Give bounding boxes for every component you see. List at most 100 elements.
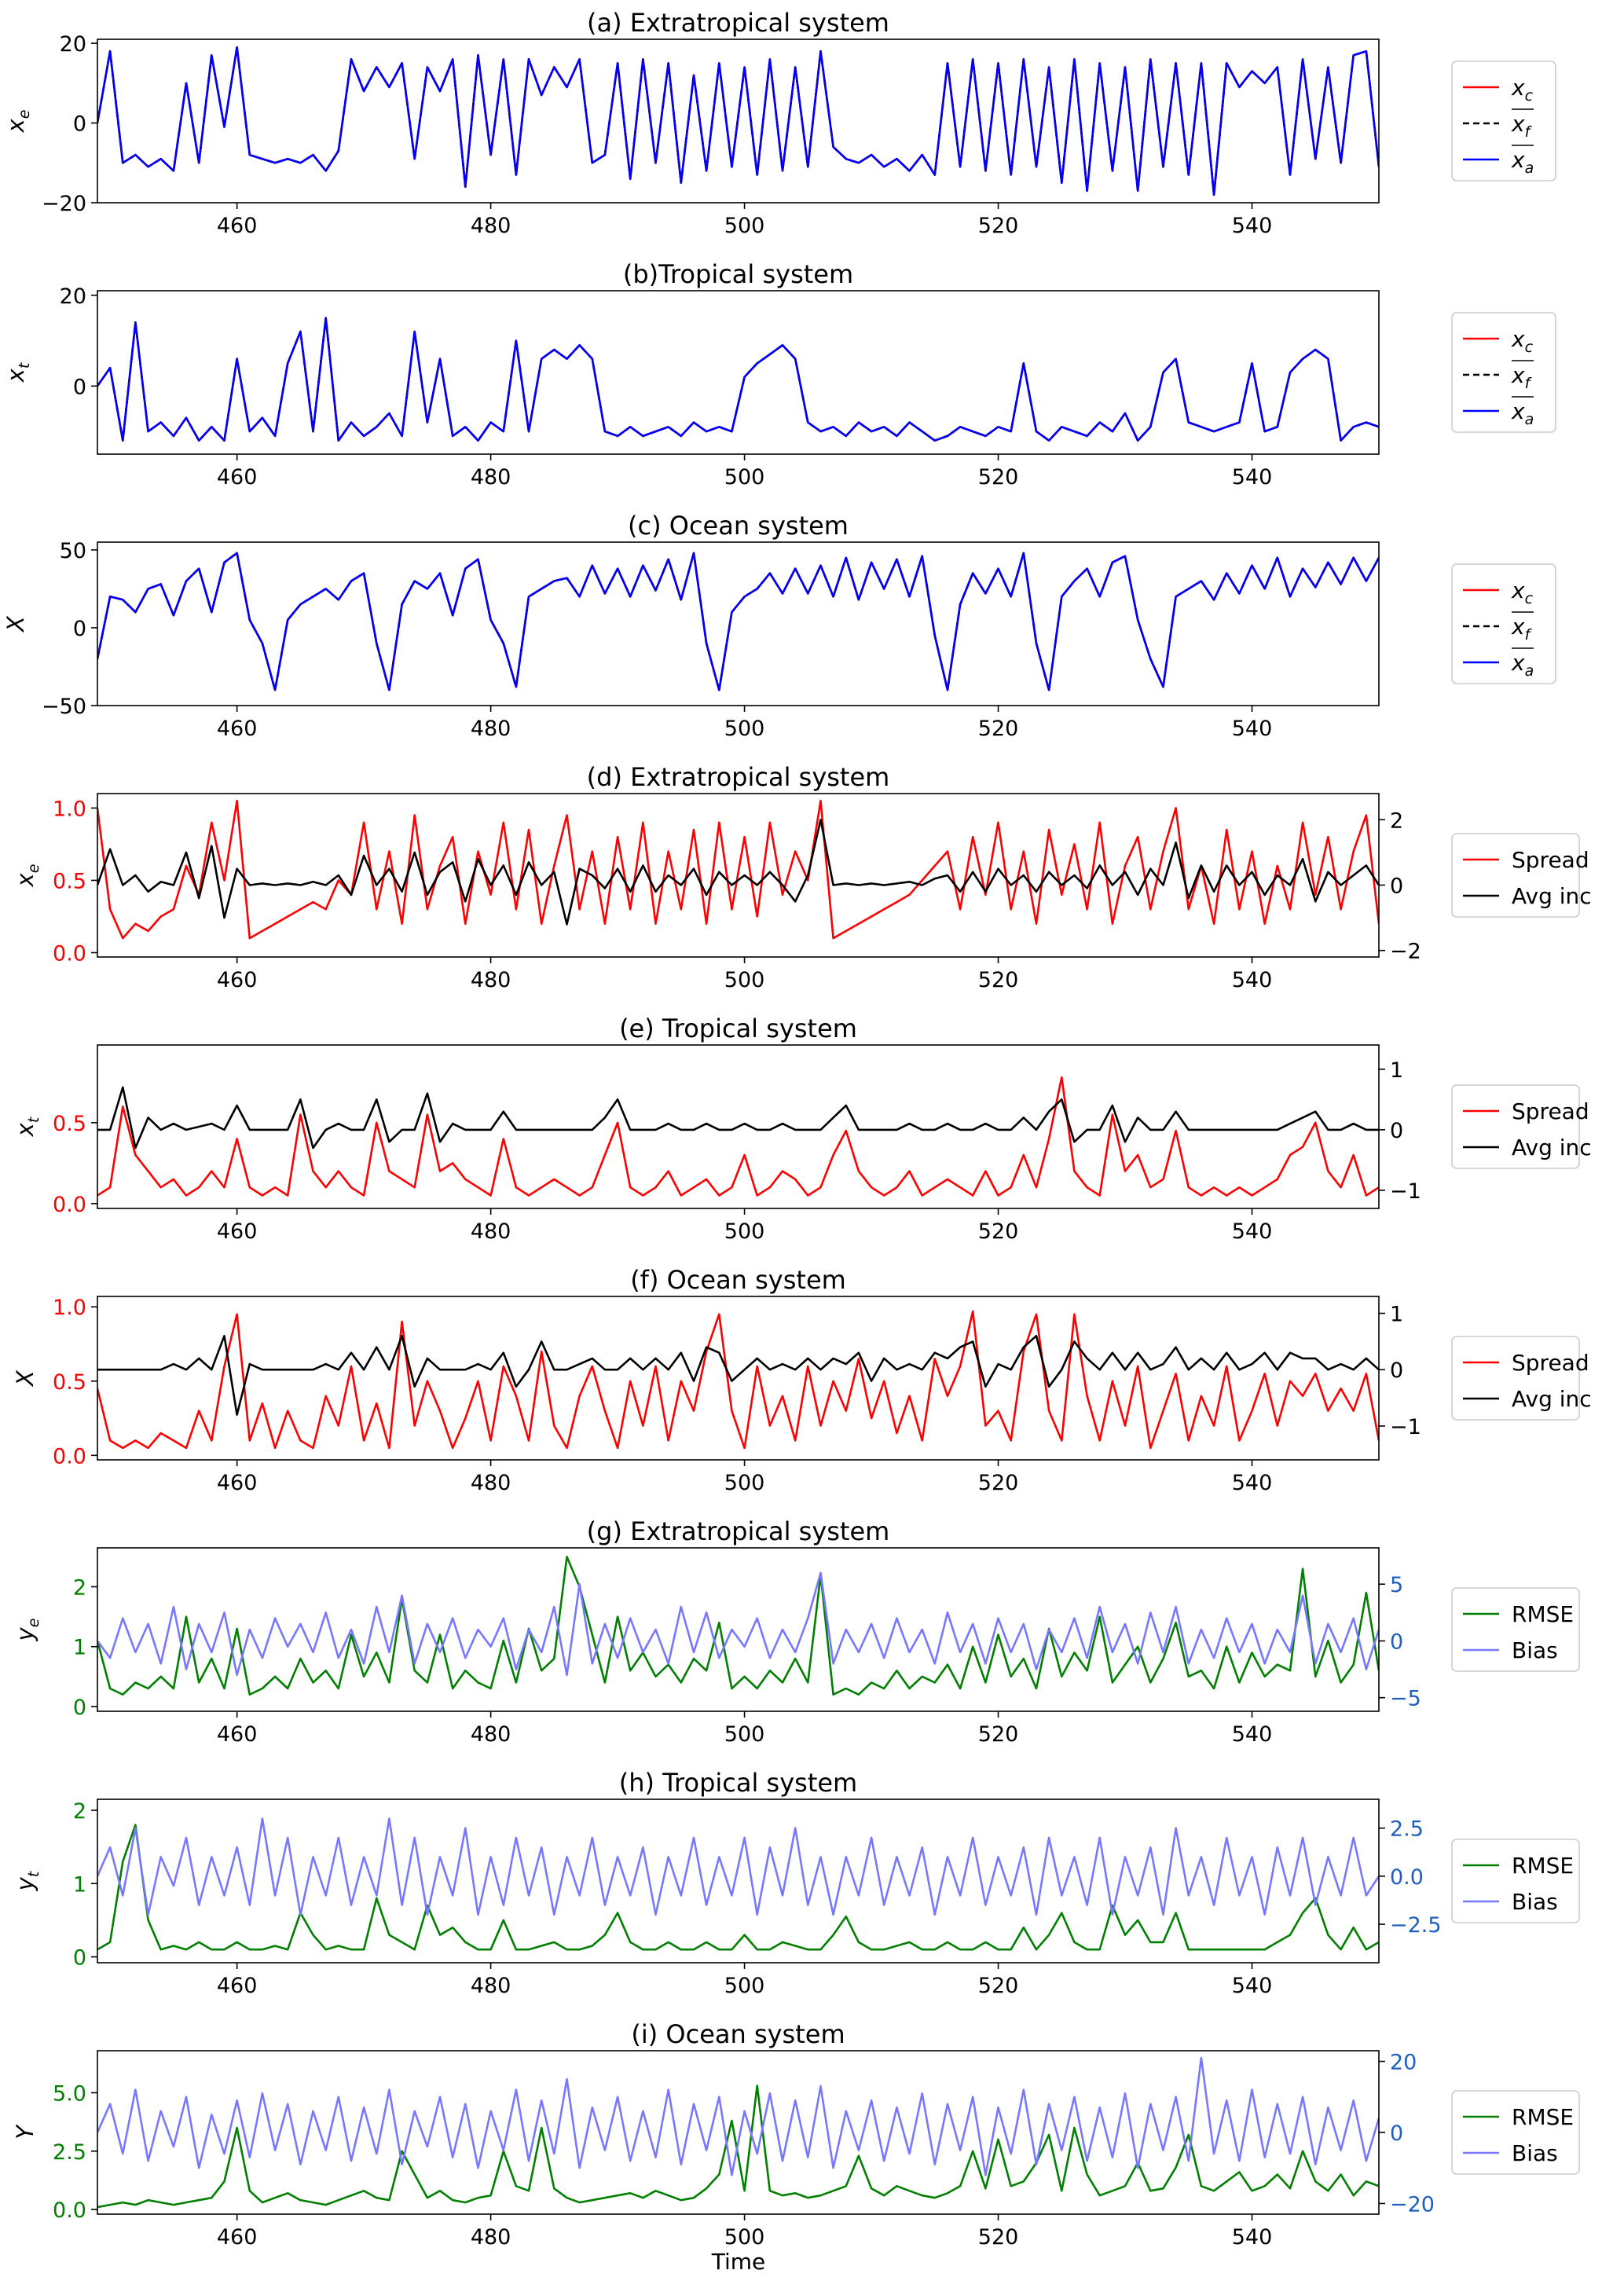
y-tick-label: 0 [73, 375, 86, 399]
panel-f-series-spread [97, 1310, 1379, 1450]
legend-label: RMSE [1512, 1601, 1574, 1627]
y2-tick-label: −2.5 [1390, 1913, 1442, 1938]
panel-e-frame [97, 1044, 1380, 1209]
panel-g-series-rmse [97, 1556, 1379, 1696]
panel-d-legend: Spread Avg inc [1451, 833, 1592, 918]
panel-d-frame [97, 793, 1380, 958]
y-tick-label: −20 [42, 192, 86, 216]
panel-a-frame [97, 38, 1380, 204]
panel-h-y-label: yt [12, 1870, 42, 1891]
y-tick-label: 0 [73, 1946, 86, 1971]
legend-label: Avg inc [1512, 1386, 1592, 1412]
x-tick-label: 520 [978, 465, 1019, 490]
y2-tick-label: 5 [1390, 1573, 1403, 1597]
x-tick-label: 540 [1232, 1471, 1273, 1495]
legend-label: Avg inc [1512, 1135, 1592, 1160]
x-tick-label: 520 [978, 717, 1019, 741]
x-tick-label: 480 [471, 465, 511, 490]
y2-tick-label: 2 [1390, 808, 1403, 833]
y2-tick-label: 0 [1390, 1358, 1403, 1383]
panel-f: (f) Ocean system 460 480 500 520 540 0.0 0.5 1.0… [12, 1265, 1592, 1495]
y-tick-label: 1 [73, 1872, 86, 1897]
x-tick-label: 460 [217, 465, 258, 490]
y2-tick-label: −1 [1390, 1179, 1421, 1204]
legend-label: RMSE [1512, 2104, 1574, 2130]
y2-tick-label: −2 [1390, 940, 1421, 964]
panel-a: (a) Extratropical system 460 480 500 520 540 −… [2, 8, 1556, 238]
x-tick-label: 480 [471, 2225, 511, 2250]
panel-c-legend: xc xf xa [1451, 563, 1556, 684]
legend-label: xf [1511, 614, 1533, 644]
y-tick-label: 0.0 [53, 1444, 86, 1468]
x-tick-label: 540 [1232, 1219, 1273, 1244]
legend-label: Bias [1512, 2140, 1558, 2166]
panel-b: (b)Tropical system 460 480 500 520 540 0 20 xt xc… [2, 259, 1556, 490]
y-tick-label: 2 [73, 1799, 86, 1824]
y-tick-label: 20 [60, 284, 86, 309]
panel-f-series-avg-inc [97, 1334, 1379, 1416]
panel-h-title: (h) Tropical system [619, 1768, 857, 1798]
panel-e-y-label: xt [12, 1116, 42, 1137]
y2-tick-label: 2.5 [1390, 1817, 1424, 1842]
x-tick-label: 500 [724, 1722, 765, 1747]
x-tick-label: 520 [978, 2225, 1019, 2250]
y2-tick-label: −5 [1390, 1687, 1421, 1711]
y2-tick-label: 0 [1390, 1630, 1403, 1654]
legend-label: RMSE [1512, 1853, 1574, 1879]
panel-g-series-bias [97, 1571, 1379, 1677]
x-tick-label: 540 [1232, 465, 1273, 490]
y2-tick-label: −1 [1390, 1415, 1421, 1439]
y-tick-label: 2 [73, 1576, 86, 1600]
x-tick-label: 520 [978, 1471, 1019, 1495]
legend-label: Spread [1512, 1098, 1589, 1124]
panel-b-plot-area [97, 317, 1379, 442]
panel-i-series-bias [97, 2056, 1379, 2176]
x-tick-label: 480 [471, 717, 511, 741]
x-tick-label: 500 [724, 214, 765, 238]
legend-label: Spread [1512, 847, 1589, 873]
x-tick-label: 460 [217, 1219, 258, 1244]
legend-label: xa [1511, 147, 1534, 177]
x-tick-label: 520 [978, 214, 1019, 238]
panel-g-plot-area [97, 1556, 1379, 1696]
panel-e-title: (e) Tropical system [619, 1014, 857, 1043]
panel-d-title: (d) Extratropical system [587, 762, 890, 792]
x-tick-label: 460 [217, 214, 258, 238]
panel-b-y-label: xt [2, 361, 33, 383]
x-tick-label: 480 [471, 214, 511, 238]
legend-label: xc [1511, 578, 1534, 607]
y2-tick-label: 0 [1390, 874, 1403, 898]
y-tick-label: 5.0 [53, 2081, 86, 2106]
y-tick-label: 1.0 [53, 1296, 86, 1320]
x-tick-label: 460 [217, 968, 258, 992]
legend-label: Bias [1512, 1889, 1558, 1915]
panel-e-series-avg-inc [97, 1086, 1379, 1150]
legend-label: xf [1511, 362, 1533, 392]
panel-d: (d) Extratropical system 460 480 500 520 540 0… [12, 762, 1592, 992]
x-tick-label: 540 [1232, 1974, 1273, 1998]
x-tick-label: 540 [1232, 2225, 1273, 2250]
x-axis-label: Time [711, 2249, 766, 2275]
x-tick-label: 520 [978, 1722, 1019, 1747]
x-tick-label: 540 [1232, 214, 1273, 238]
panel-a-title: (a) Extratropical system [587, 8, 889, 38]
y-tick-label: 50 [60, 539, 86, 563]
panel-i-series-rmse [97, 2084, 1379, 2209]
panel-b-legend: xc xf xa [1451, 312, 1556, 433]
y-tick-label: 0.5 [53, 1112, 86, 1136]
panel-f-title: (f) Ocean system [630, 1265, 846, 1295]
y-tick-label: 0.0 [53, 941, 86, 966]
panel-a-plot-area [97, 46, 1379, 196]
y2-tick-label: −20 [1390, 2192, 1435, 2216]
panel-h-frame [97, 1798, 1380, 1964]
y2-tick-label: 1 [1390, 1303, 1403, 1327]
panel-c-y-label: X [2, 615, 29, 633]
x-tick-label: 500 [724, 1974, 765, 1998]
x-tick-label: 500 [724, 1219, 765, 1244]
panel-a-legend: xc xf xa [1451, 60, 1556, 182]
panel-i-y-label: Y [12, 2124, 38, 2140]
panel-c-title: (c) Ocean system [628, 511, 849, 541]
legend-label: xa [1511, 650, 1534, 680]
